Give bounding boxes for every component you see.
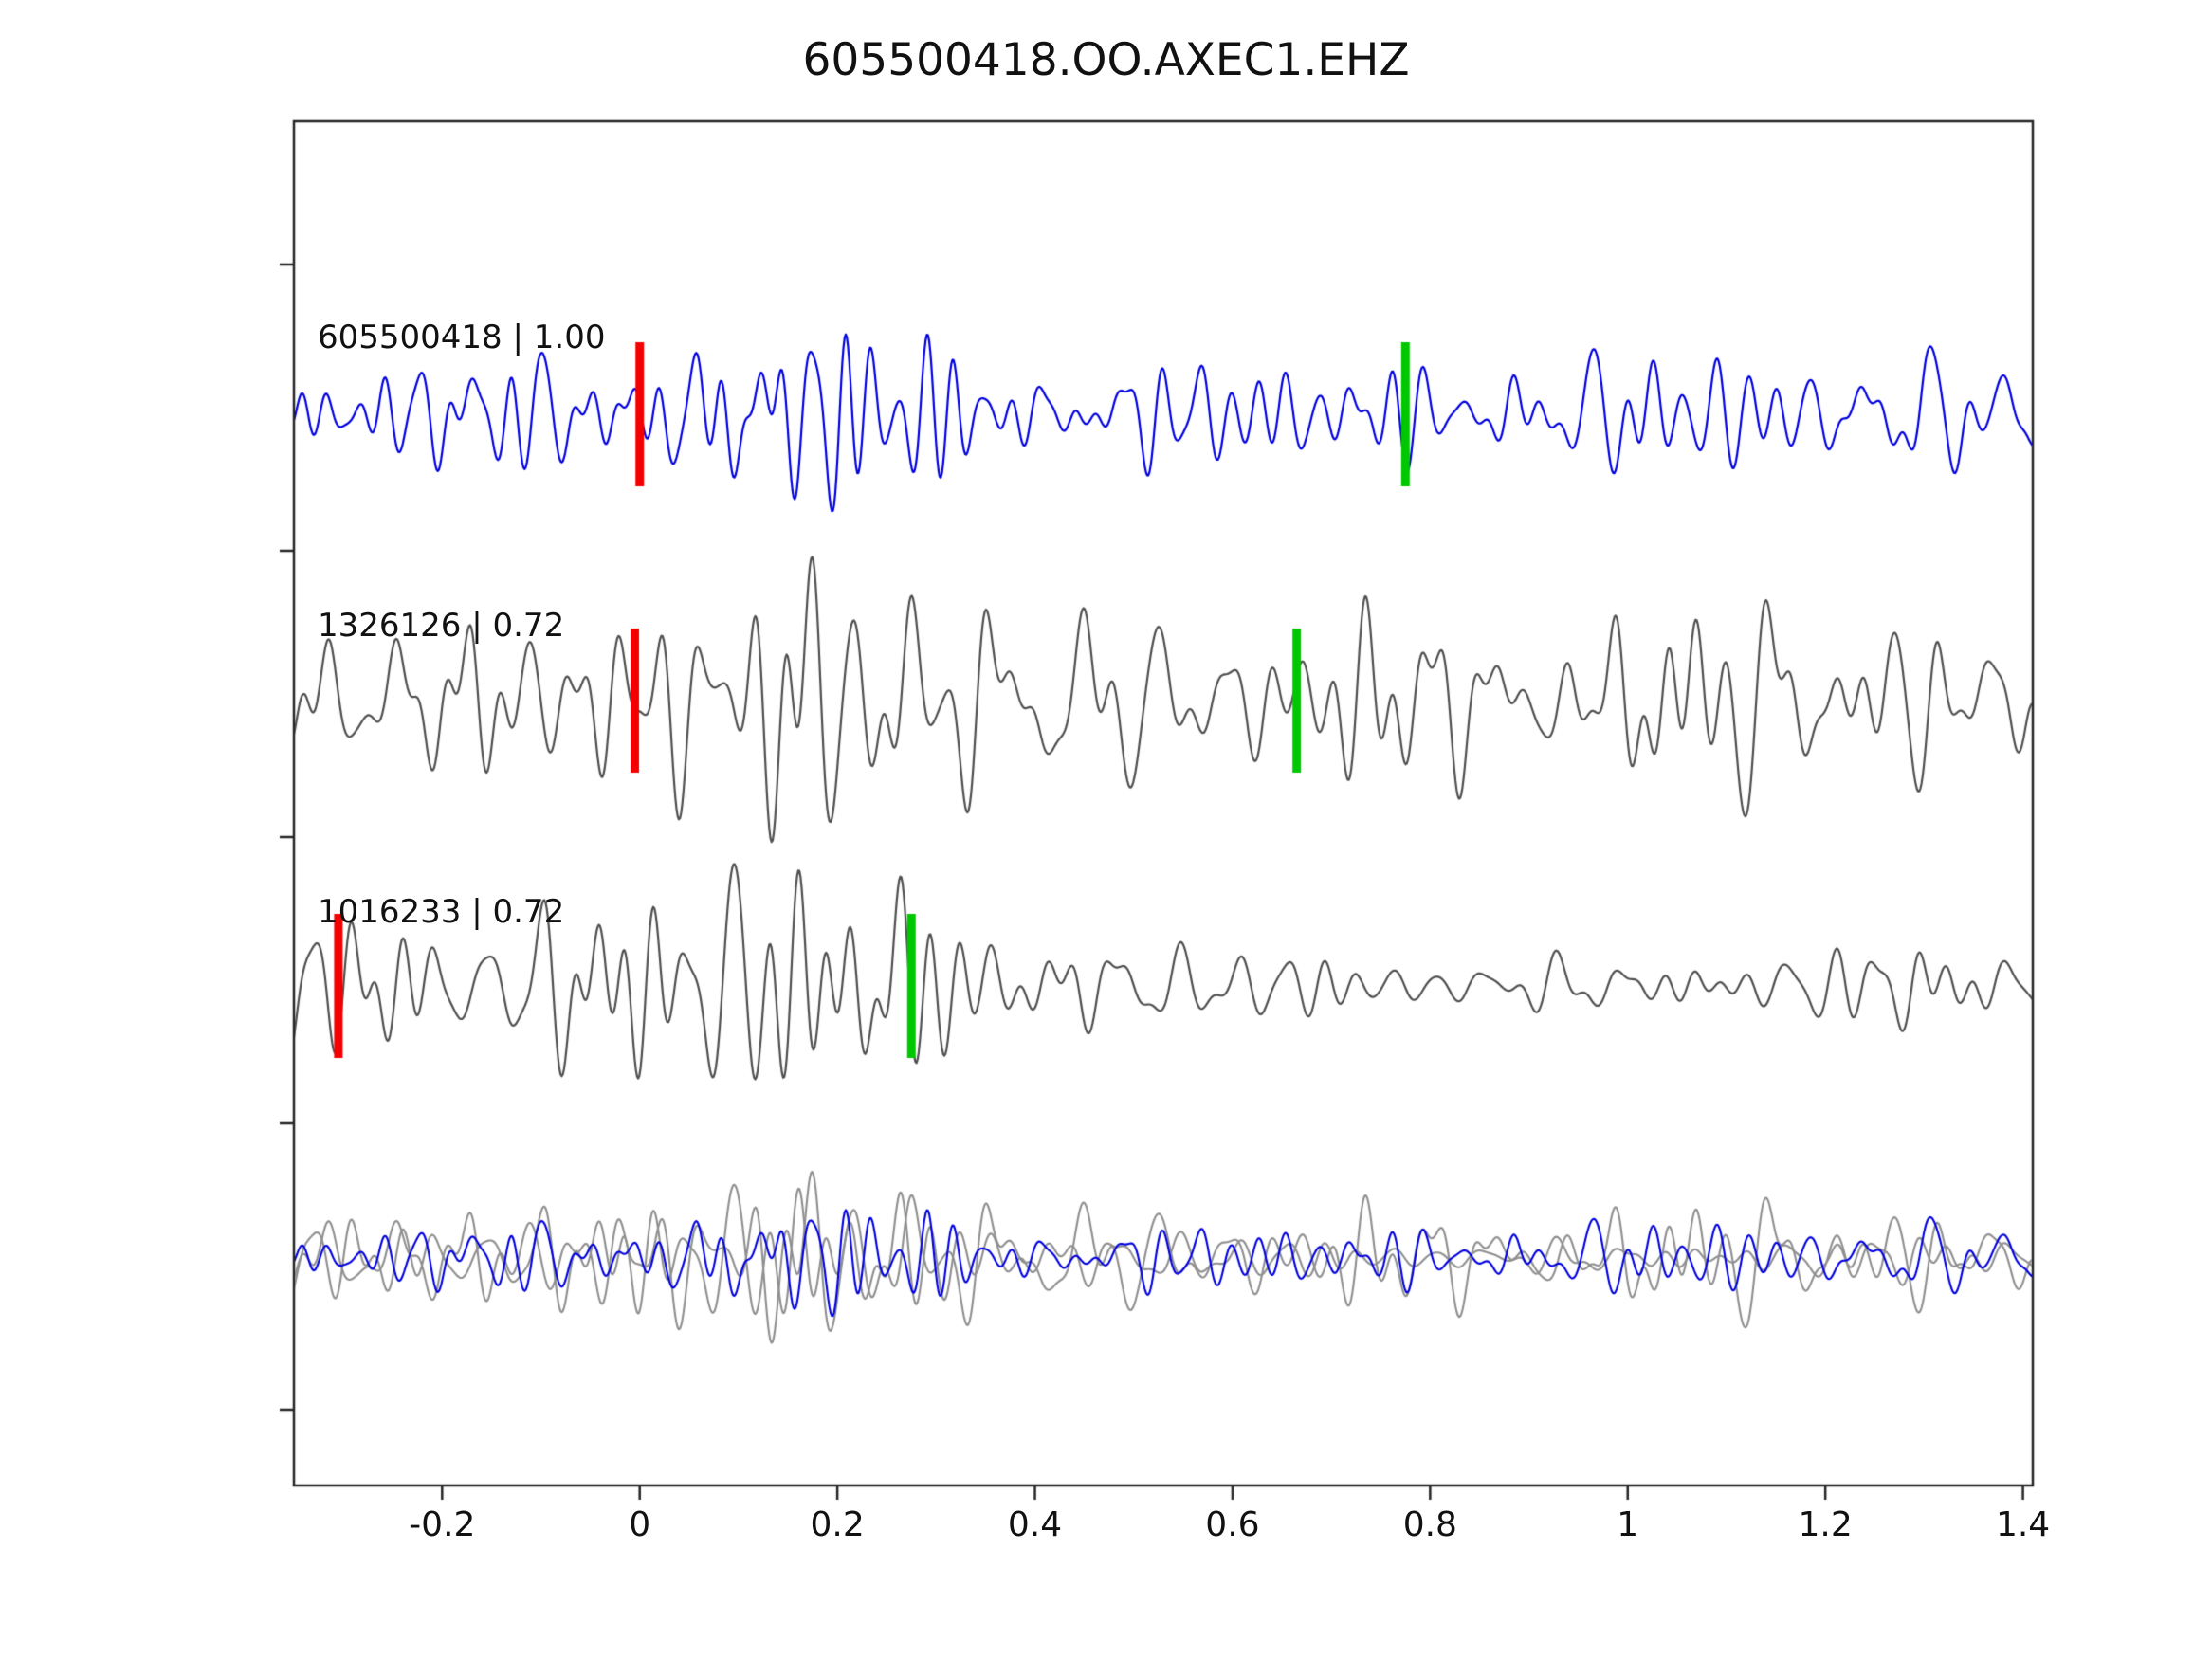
x-tick-label: 1.2 xyxy=(1798,1505,1853,1544)
trace-label-template: 605500418 | 1.00 xyxy=(318,319,606,356)
trace-label-match-2: 1016233 | 0.72 xyxy=(318,893,565,931)
x-tick-label: 0.2 xyxy=(810,1505,865,1544)
x-tick-label: 0 xyxy=(629,1505,651,1544)
trace-label-match-1: 1326126 | 0.72 xyxy=(318,607,565,645)
x-tick-label: -0.2 xyxy=(409,1505,476,1544)
x-tick-label: 0.6 xyxy=(1205,1505,1260,1544)
x-axis-tick-labels: -0.2 0 0.2 0.4 0.6 0.8 1 1.2 1.4 xyxy=(0,1505,2212,1562)
x-tick-label: 0.4 xyxy=(1007,1505,1063,1544)
x-tick-label: 0.8 xyxy=(1402,1505,1457,1544)
x-tick-label: 1 xyxy=(1617,1505,1639,1544)
x-tick-label: 1.4 xyxy=(1995,1505,2051,1544)
plot-title: 605500418.OO.AXEC1.EHZ xyxy=(802,34,1410,86)
